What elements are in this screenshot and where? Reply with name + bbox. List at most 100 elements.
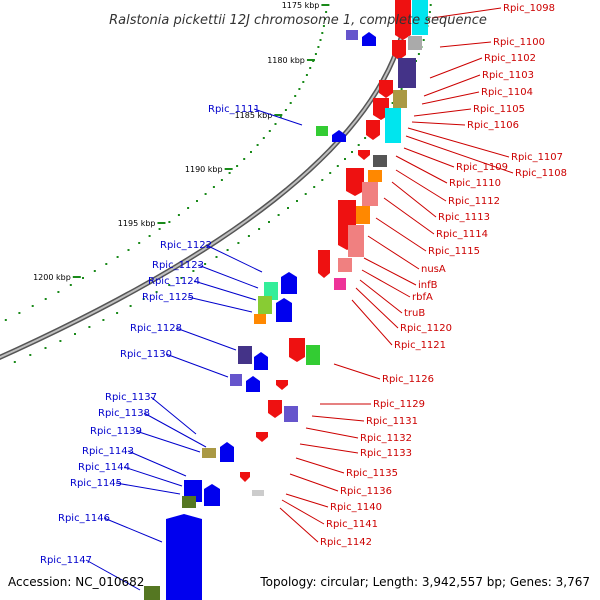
gene-label-right[interactable]: Rpic_1129 bbox=[373, 399, 425, 410]
gene-label-left[interactable]: Rpic_1146 bbox=[58, 513, 110, 524]
tick-dot bbox=[304, 193, 307, 195]
tick-dot bbox=[277, 214, 280, 216]
gene-label-left[interactable]: Rpic_1128 bbox=[130, 323, 182, 334]
gene-label-left[interactable]: Rpic_1144 bbox=[78, 462, 130, 473]
tick-dot bbox=[417, 53, 420, 55]
gene-label-right[interactable]: Rpic_1104 bbox=[481, 87, 533, 98]
tick-dot bbox=[429, 4, 432, 6]
tick-dot bbox=[74, 333, 76, 335]
gene-label-right[interactable]: Rpic_1114 bbox=[436, 229, 488, 240]
gene-label-right[interactable]: Rpic_1131 bbox=[366, 416, 418, 427]
tick-dot bbox=[129, 305, 132, 307]
gene-arrow-right bbox=[256, 432, 268, 442]
gene-box-left bbox=[182, 496, 196, 508]
gene-label-right[interactable]: Rpic_1110 bbox=[449, 178, 501, 189]
tick-dot bbox=[237, 242, 240, 244]
tick-dot bbox=[88, 326, 91, 328]
gene-label-right[interactable]: Rpic_1105 bbox=[473, 104, 525, 115]
gene-box-right bbox=[408, 36, 422, 50]
gene-label-left[interactable]: Rpic_1125 bbox=[142, 292, 194, 303]
gene-label-right[interactable]: Rpic_1142 bbox=[320, 537, 372, 548]
gene-label-right[interactable]: Rpic_1136 bbox=[340, 486, 392, 497]
leader-line bbox=[305, 427, 359, 439]
gene-label-right[interactable]: Rpic_1115 bbox=[428, 246, 480, 257]
tick-dot bbox=[13, 361, 16, 363]
leader-line bbox=[439, 41, 492, 48]
gene-label-left[interactable]: Rpic_1130 bbox=[120, 349, 172, 360]
gene-label-left[interactable]: Rpic_1122 bbox=[160, 240, 212, 251]
tick-dot bbox=[256, 144, 259, 146]
tick-dot bbox=[325, 11, 328, 13]
gene-label-left[interactable]: Rpic_1111 bbox=[208, 104, 260, 115]
gene-label-left[interactable]: Rpic_1123 bbox=[152, 260, 204, 271]
kbp-label: 1195 kbp bbox=[118, 219, 156, 228]
tick-dot bbox=[250, 151, 252, 153]
gene-box-right bbox=[334, 278, 346, 290]
leader-line bbox=[351, 299, 393, 346]
gene-box-right bbox=[398, 58, 416, 88]
gene-label-right[interactable]: Rpic_1121 bbox=[394, 340, 446, 351]
tick-dot bbox=[59, 340, 62, 342]
tick-dot bbox=[168, 221, 171, 223]
leader-line bbox=[289, 473, 339, 492]
tick-dot bbox=[322, 25, 325, 27]
tick-dot bbox=[226, 249, 229, 251]
tick-dot bbox=[309, 67, 312, 69]
tick-dot bbox=[127, 249, 130, 251]
gene-label-right[interactable]: Rpic_1132 bbox=[360, 433, 412, 444]
tick-dot bbox=[116, 256, 119, 258]
gene-arrow-right bbox=[379, 80, 393, 98]
gene-label-right[interactable]: Rpic_1141 bbox=[326, 519, 378, 530]
tick-dot bbox=[102, 319, 105, 321]
gene-label-left[interactable]: Rpic_1143 bbox=[82, 446, 134, 457]
gene-label-left[interactable]: Rpic_1145 bbox=[70, 478, 122, 489]
gene-arrow-right bbox=[366, 120, 380, 140]
gene-label-right[interactable]: Rpic_1108 bbox=[515, 168, 567, 179]
gene-label-right[interactable]: nusA bbox=[421, 264, 446, 275]
gene-label-right[interactable]: Rpic_1126 bbox=[382, 374, 434, 385]
gene-label-right[interactable]: Rpic_1140 bbox=[330, 502, 382, 513]
gene-label-right[interactable]: truB bbox=[404, 308, 425, 319]
tick-dot bbox=[305, 74, 308, 76]
leader-line bbox=[285, 493, 329, 508]
tick-dot bbox=[168, 284, 171, 286]
gene-label-right[interactable]: Rpic_1102 bbox=[484, 53, 536, 64]
gene-label-right[interactable]: Rpic_1135 bbox=[346, 468, 398, 479]
leader-line bbox=[279, 507, 319, 543]
gene-box-left bbox=[264, 282, 278, 300]
gene-label-right[interactable]: Rpic_1133 bbox=[360, 448, 412, 459]
gene-label-right[interactable]: Rpic_1103 bbox=[482, 70, 534, 81]
tick-dot bbox=[319, 39, 322, 41]
leader-line bbox=[311, 415, 365, 422]
gene-label-right[interactable]: Rpic_1109 bbox=[456, 162, 508, 173]
gene-box-left bbox=[316, 126, 328, 136]
tick-dot bbox=[204, 263, 207, 265]
leader-line bbox=[197, 264, 259, 289]
tick-dot bbox=[321, 179, 324, 181]
tick-dot bbox=[44, 298, 47, 300]
gene-label-left[interactable]: Rpic_1147 bbox=[40, 555, 92, 566]
gene-label-left[interactable]: Rpic_1139 bbox=[90, 426, 142, 437]
gene-label-left[interactable]: Rpic_1124 bbox=[148, 276, 200, 287]
gene-label-left[interactable]: Rpic_1138 bbox=[98, 408, 150, 419]
gene-label-right[interactable]: Rpic_1098 bbox=[503, 3, 555, 14]
kbp-label: 1200 kbp bbox=[33, 273, 71, 282]
leader-line bbox=[359, 279, 403, 314]
gene-label-right[interactable]: Rpic_1112 bbox=[448, 196, 500, 207]
leader-line bbox=[431, 7, 502, 19]
leader-line bbox=[403, 147, 455, 168]
gene-label-right[interactable]: rbfA bbox=[412, 292, 433, 303]
gene-label-right[interactable]: Rpic_1106 bbox=[467, 120, 519, 131]
leader-line bbox=[375, 217, 427, 252]
gene-label-right[interactable]: Rpic_1100 bbox=[493, 37, 545, 48]
gene-label-right[interactable]: Rpic_1120 bbox=[400, 323, 452, 334]
gene-box-right bbox=[356, 206, 370, 224]
gene-label-left[interactable]: Rpic_1137 bbox=[105, 392, 157, 403]
leader-line bbox=[281, 499, 325, 525]
gene-label-right[interactable]: Rpic_1113 bbox=[438, 212, 490, 223]
gene-label-right[interactable]: Rpic_1107 bbox=[511, 152, 563, 163]
leader-line bbox=[150, 396, 197, 435]
tick-dot bbox=[302, 81, 305, 83]
tick-dot bbox=[158, 228, 161, 230]
gene-label-right[interactable]: infB bbox=[418, 280, 438, 291]
